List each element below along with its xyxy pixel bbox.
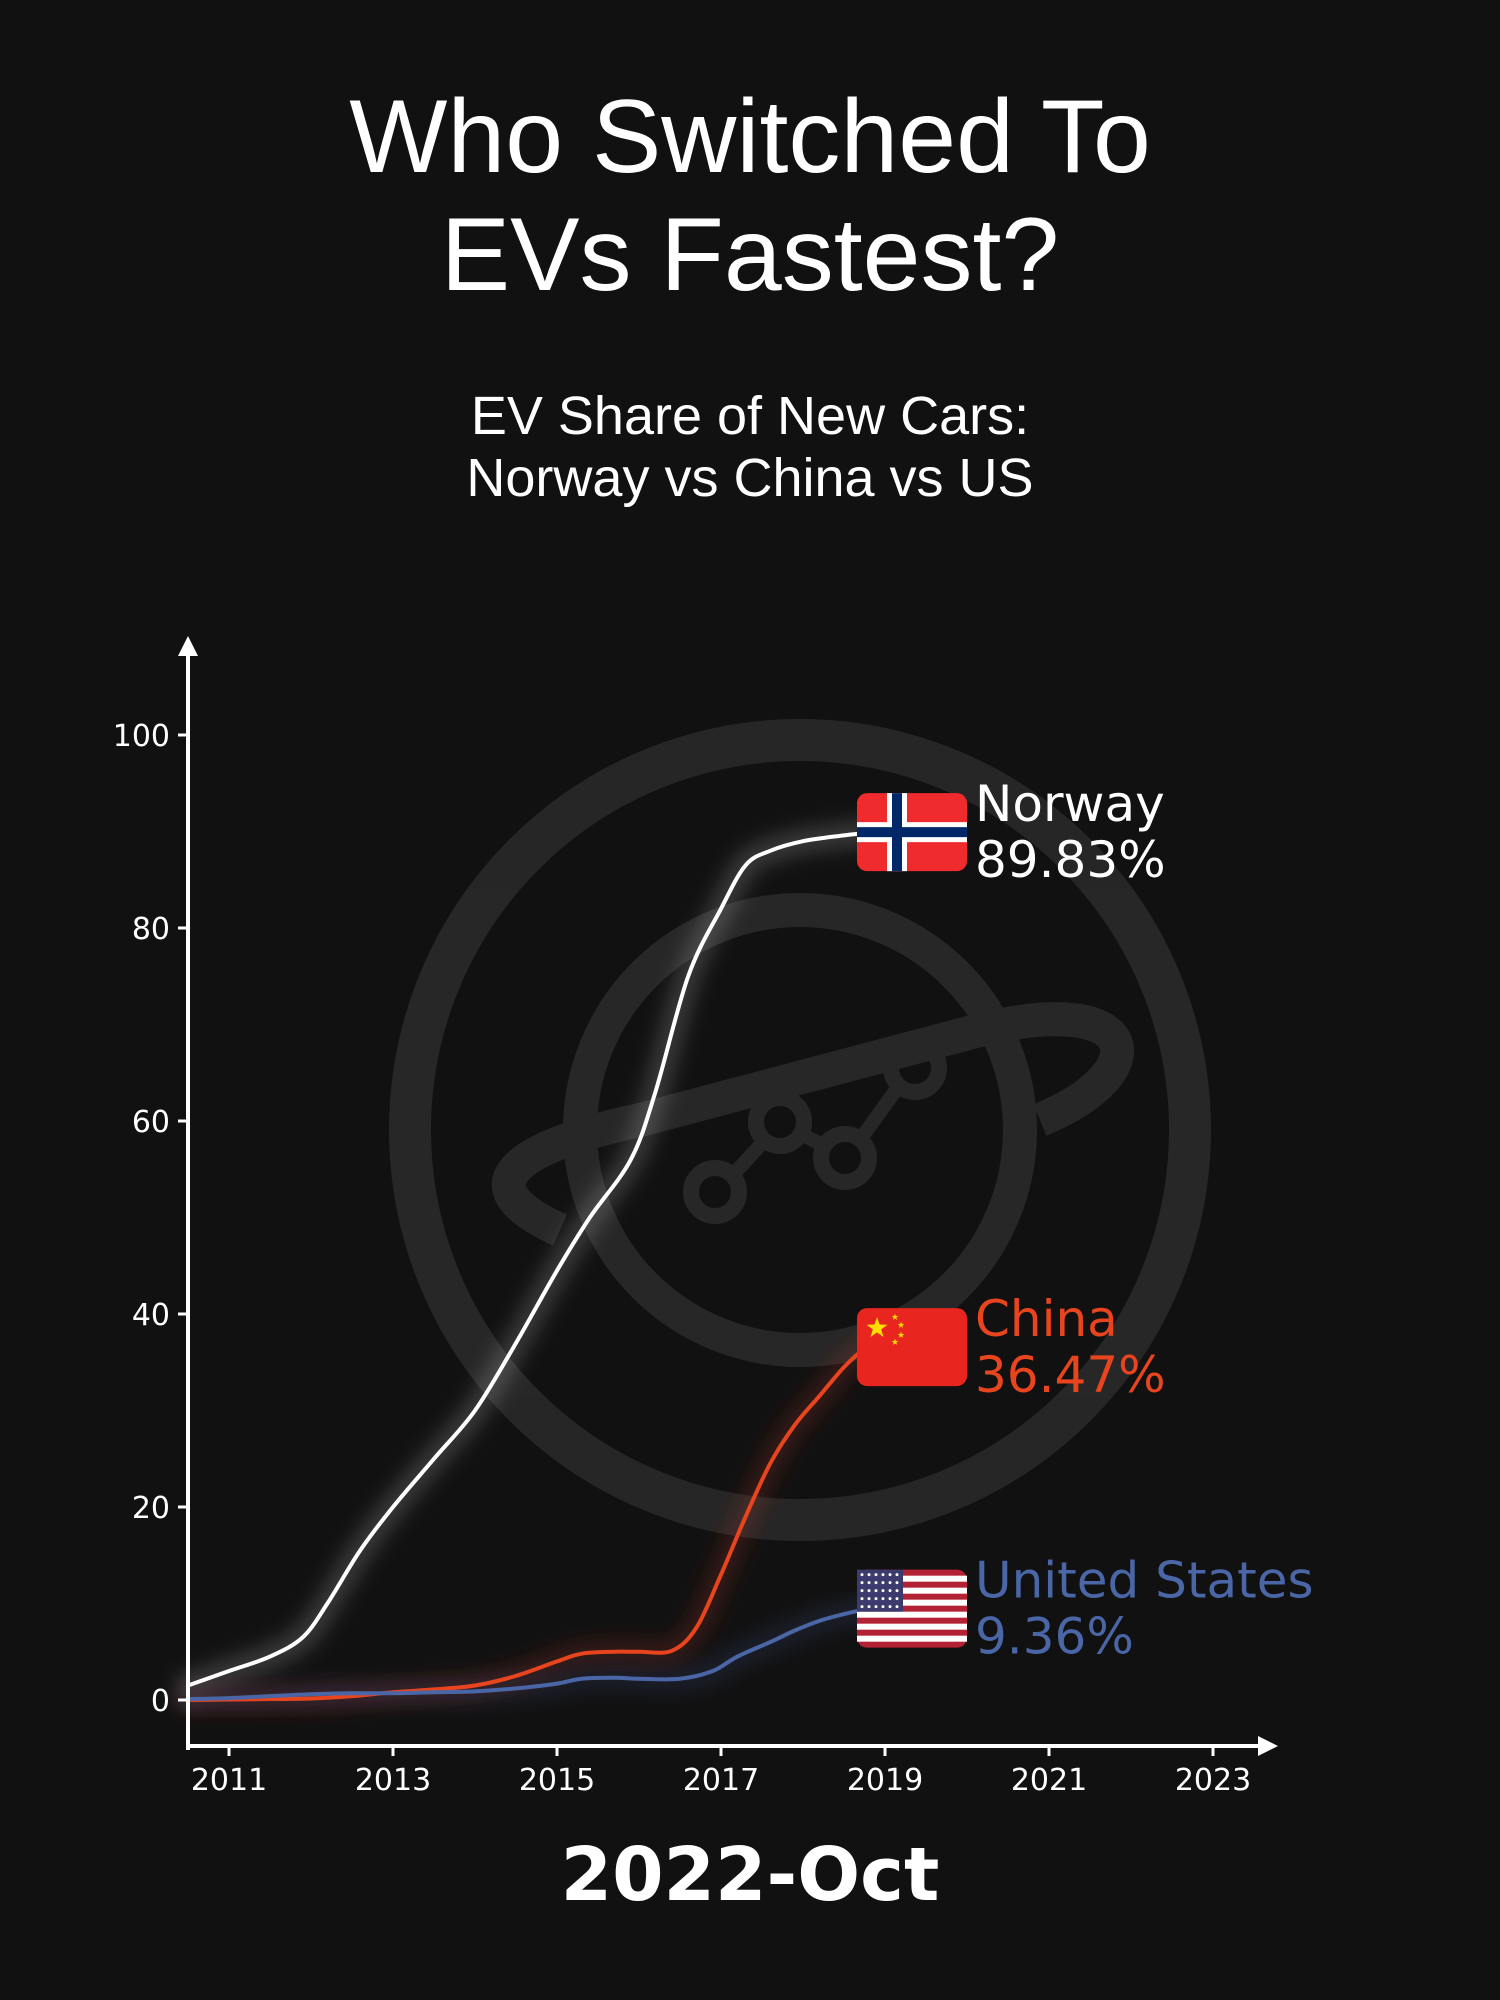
us-flag-icon [857, 1569, 967, 1648]
subtitle-line-1: EV Share of New Cars: [470, 386, 1030, 446]
watermark-logo-icon [389, 719, 1211, 1541]
y-tick-label: 0 [151, 1684, 170, 1719]
series-lines [186, 831, 867, 1702]
x-tick-label: 2015 [519, 1763, 595, 1798]
china-value-label: 36.47% [975, 1346, 1166, 1404]
norway-line-glow [175, 820, 878, 1699]
page-title: Who Switched To EVs Fastest? [0, 78, 1500, 314]
x-tick-label: 2011 [191, 1763, 267, 1798]
title-line-1: Who Switched To [349, 79, 1151, 195]
y-axis-arrow-icon [178, 636, 198, 656]
period-label: 2022-Oct [560, 1832, 940, 1918]
norway-series-line [186, 831, 867, 1688]
y-tick-label: 80 [132, 912, 170, 947]
series-glows [175, 820, 878, 1713]
norway-label: Norway [975, 775, 1165, 833]
x-tick-label: 2021 [1011, 1763, 1087, 1798]
y-tick-label: 60 [132, 1105, 170, 1140]
x-tick-label: 2023 [1175, 1763, 1251, 1798]
china-label: China [975, 1290, 1118, 1348]
chart-axes [178, 636, 1278, 1756]
y-tick-label: 20 [132, 1491, 170, 1526]
x-tick-label: 2013 [355, 1763, 431, 1798]
y-tick-label: 40 [132, 1298, 170, 1333]
norway-flag-icon [857, 793, 967, 872]
title-line-2: EVs Fastest? [440, 197, 1060, 313]
subtitle-line-2: Norway vs China vs US [466, 448, 1034, 508]
x-axis-ticks: 2011 2013 2015 2017 2019 2021 2023 [191, 1746, 1251, 1798]
china-flag-icon [857, 1308, 967, 1387]
china-series-line [186, 1346, 867, 1702]
x-axis-arrow-icon [1258, 1736, 1278, 1756]
y-tick-label: 100 [113, 719, 170, 754]
y-axis-ticks: 0 20 40 60 80 100 [113, 719, 188, 1719]
x-tick-label: 2017 [683, 1763, 759, 1798]
x-tick-label: 2019 [847, 1763, 923, 1798]
united-states-series-line [186, 1607, 867, 1702]
united-states-value-label: 9.36% [975, 1608, 1134, 1666]
united-states-label: United States [975, 1552, 1314, 1610]
chart-subtitle: EV Share of New Cars: Norway vs China vs… [0, 385, 1500, 509]
norway-value-label: 89.83% [975, 831, 1166, 889]
